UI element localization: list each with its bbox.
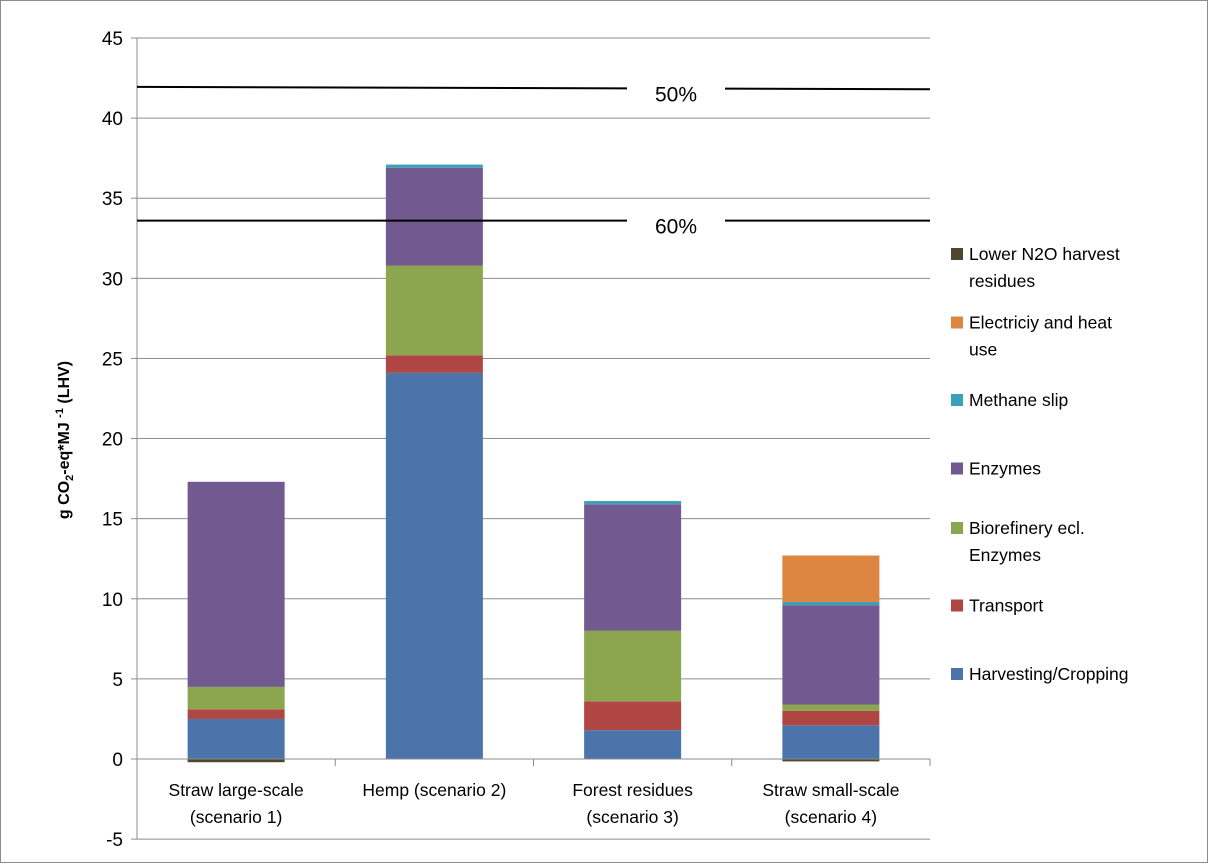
- bar-segment: [782, 759, 880, 762]
- bar-segment: [584, 504, 682, 631]
- bar-segment: [782, 605, 880, 705]
- axes: -5 0 5 10 15 20 25 30 35 40 45 Straw large-scale (sc…: [102, 29, 931, 851]
- legend-label: Biorefinery ecl.: [969, 518, 1085, 538]
- legend-label: Enzymes: [969, 545, 1041, 565]
- threshold-label: 60%: [655, 216, 697, 239]
- x-category-label: (scenario 4): [785, 807, 877, 827]
- threshold-line: [724, 87, 931, 91]
- x-category-label: Straw large-scale: [169, 780, 304, 800]
- legend-swatch: [951, 316, 963, 329]
- bar-segment: [584, 730, 682, 759]
- legend-label: Electriciy and heat: [969, 313, 1112, 333]
- bar-segment: [584, 701, 682, 731]
- bar-segment: [187, 759, 285, 763]
- legend-label: use: [969, 340, 997, 360]
- threshold-label-bg: [627, 202, 725, 239]
- bar-segment: [187, 481, 285, 687]
- legend-swatch: [951, 522, 963, 534]
- y-tick-label: 35: [102, 189, 123, 210]
- y-tick-label: 25: [102, 349, 123, 370]
- bar-segment: [187, 709, 285, 719]
- y-tick-label: 15: [102, 510, 123, 531]
- y-tick-label: 20: [102, 430, 123, 451]
- bar-segment: [782, 555, 880, 602]
- x-category-label: Hemp (scenario 2): [362, 780, 506, 800]
- threshold-line: [136, 85, 628, 90]
- bar-segment: [782, 725, 880, 759]
- bar-segment: [584, 501, 682, 505]
- y-tick-label: 10: [102, 590, 123, 611]
- threshold-lines: 50% 60%: [136, 70, 931, 239]
- y-tick-label: 45: [102, 29, 123, 50]
- x-category-label: (scenario 3): [586, 807, 678, 827]
- x-category-label: Straw small-scale: [762, 780, 899, 800]
- bar-segment: [187, 686, 285, 710]
- bar-segment: [187, 718, 285, 759]
- legend-swatch: [951, 248, 963, 260]
- bar-segment: [782, 704, 880, 711]
- y-tick-label: -5: [106, 830, 123, 851]
- bar-segment: [782, 710, 880, 726]
- bar-segment: [385, 164, 483, 168]
- legend-label: Methane slip: [969, 390, 1068, 410]
- threshold-label: 50%: [655, 83, 697, 106]
- x-category-label: Forest residues: [572, 780, 693, 800]
- bars: [187, 164, 880, 763]
- legend-swatch: [951, 462, 963, 475]
- legend-label: Enzymes: [969, 459, 1041, 479]
- y-tick-label: 5: [112, 670, 123, 691]
- bar-segment: [385, 265, 483, 356]
- legend-label: residues: [969, 271, 1035, 291]
- y-axis-title: g CO2-eq*MJ -1 (LHV): [54, 361, 76, 519]
- legend: Lower N2O harvest residues Electriciy and …: [951, 244, 1129, 684]
- bar-segment: [385, 372, 483, 759]
- threshold-label-bg: [627, 70, 725, 107]
- legend-swatch: [951, 599, 963, 612]
- legend-label: Transport: [969, 596, 1043, 616]
- legend-label: Harvesting/Cropping: [969, 664, 1129, 684]
- legend-label: Lower N2O harvest: [969, 244, 1120, 264]
- y-tick-label: 40: [102, 109, 123, 130]
- y-tick-label: 30: [102, 269, 123, 290]
- bar-segment: [385, 167, 483, 266]
- legend-swatch: [951, 668, 963, 680]
- x-category-label: (scenario 1): [190, 807, 282, 827]
- bar-segment: [385, 355, 483, 373]
- legend-swatch: [951, 394, 963, 406]
- bar-segment: [584, 630, 682, 702]
- y-tick-label: 0: [112, 750, 123, 771]
- bar-segment: [782, 601, 880, 606]
